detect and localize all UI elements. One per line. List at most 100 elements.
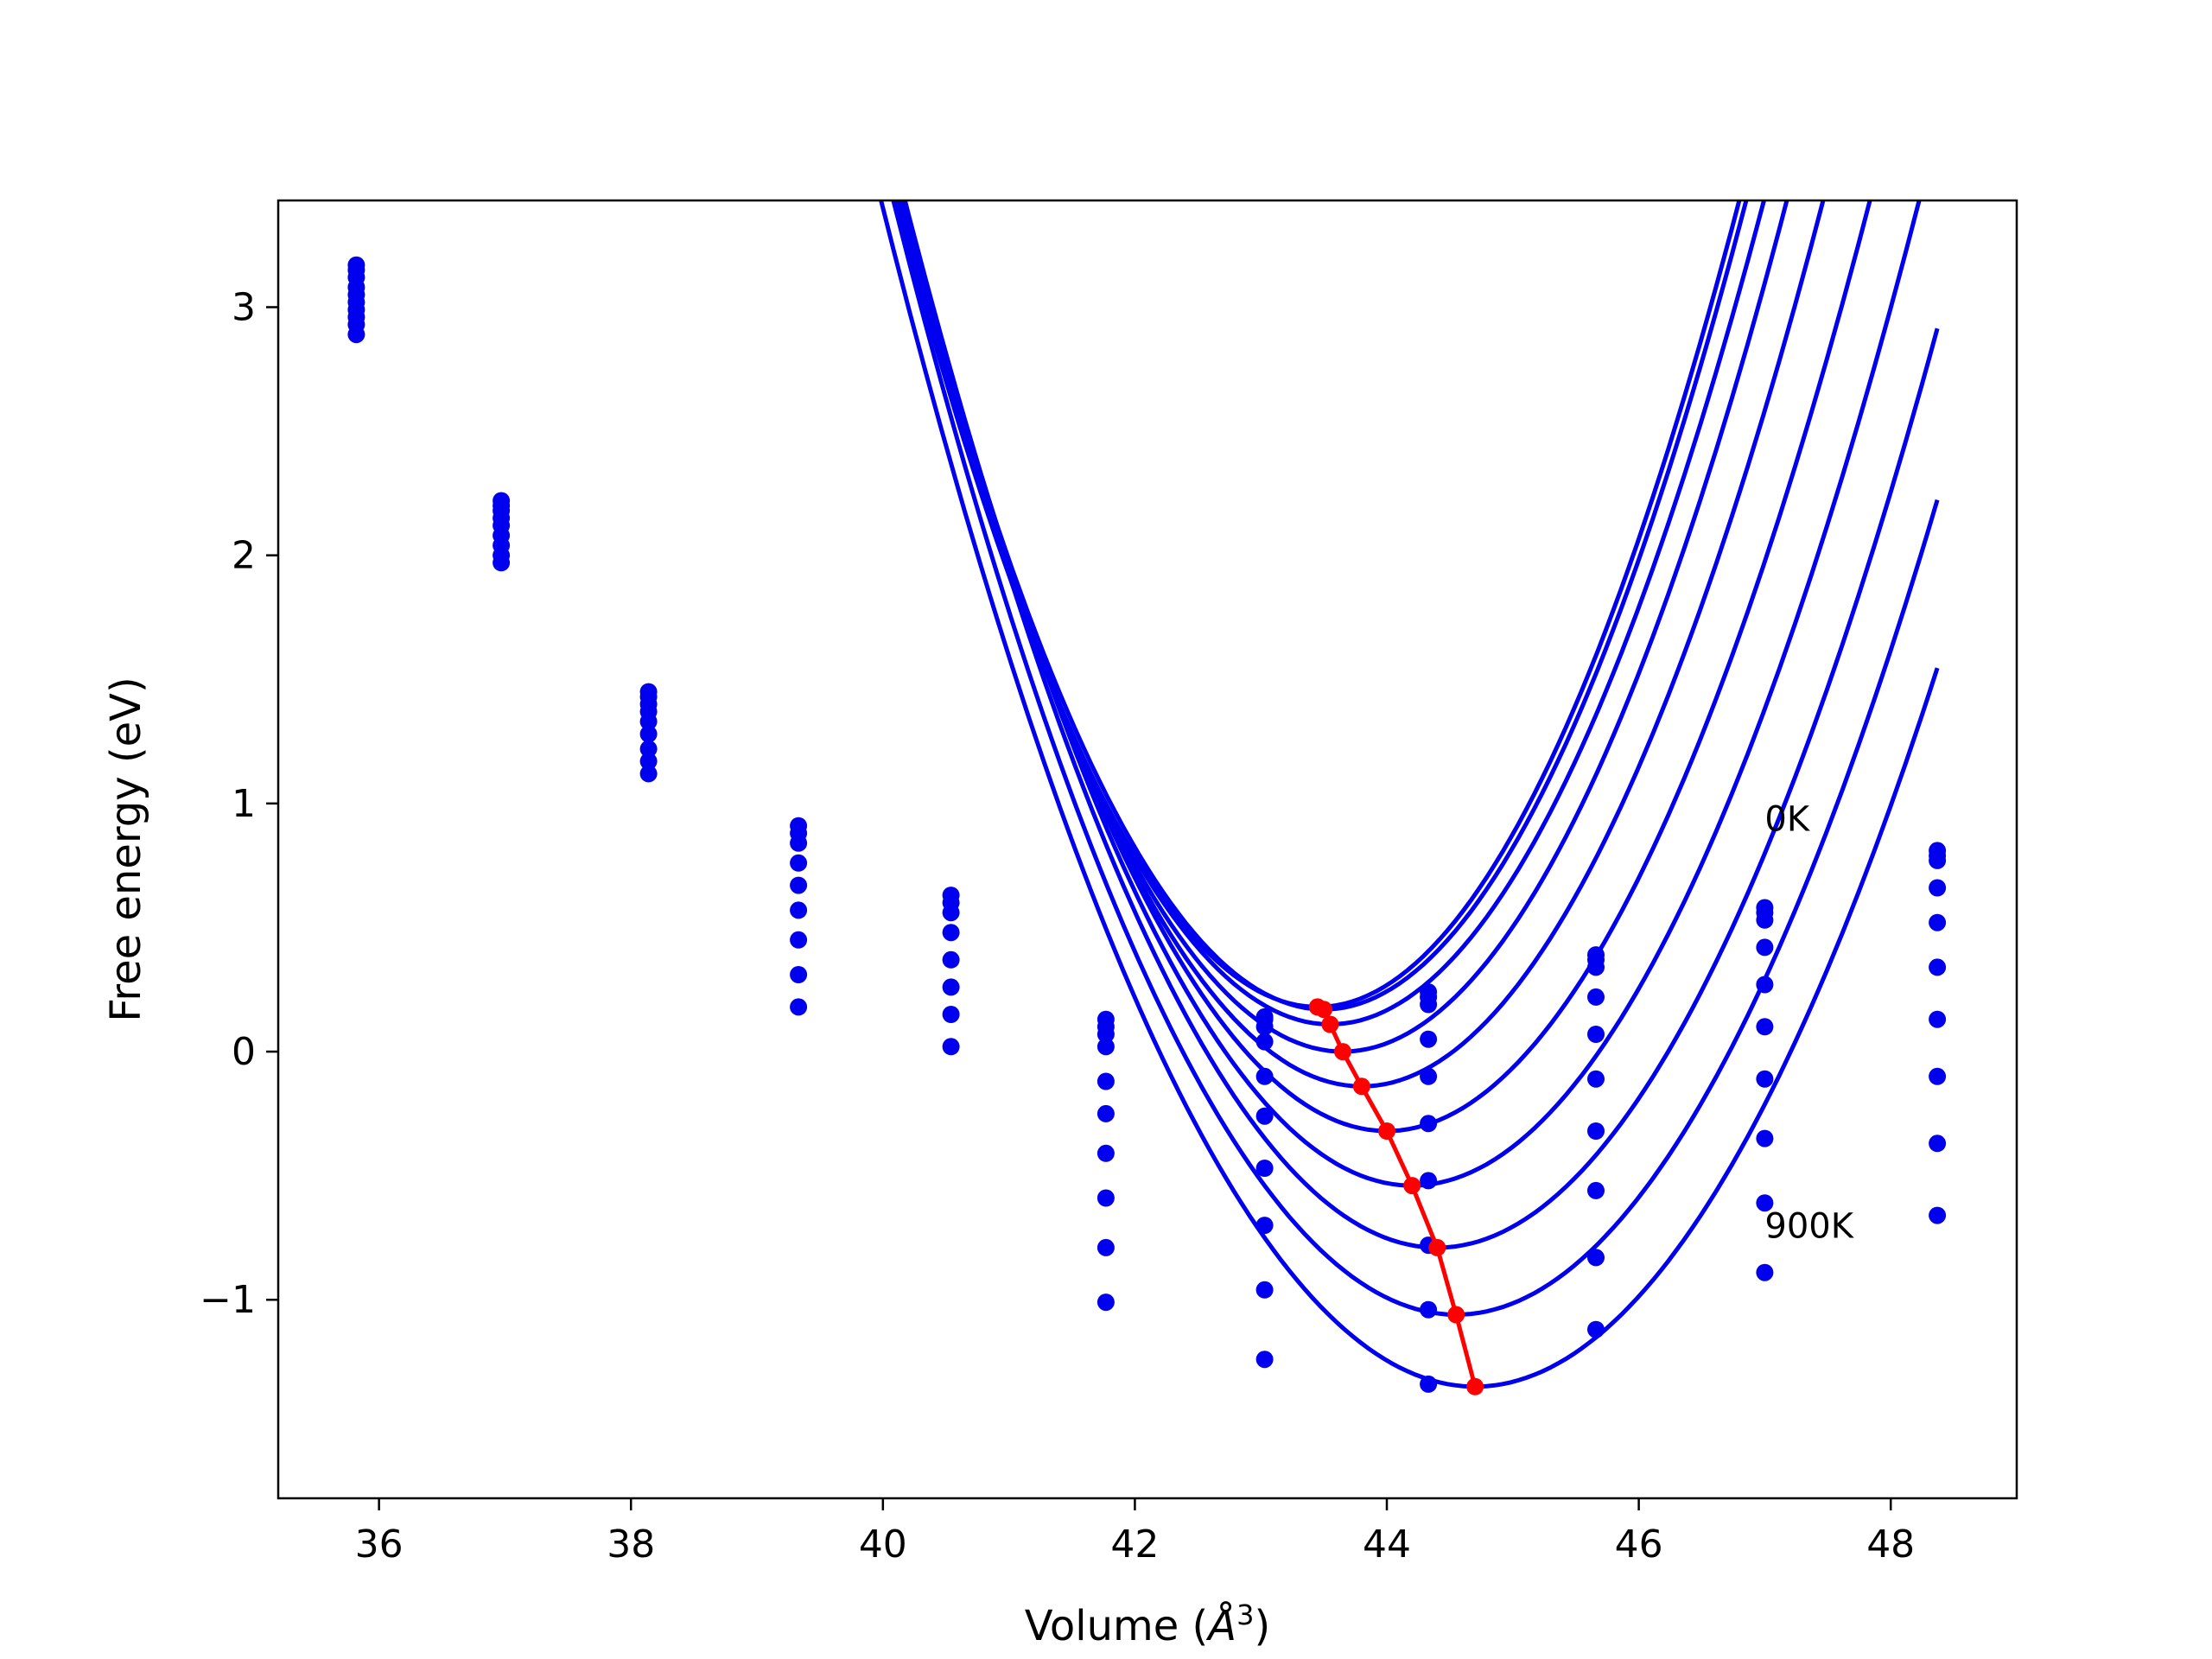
- data-point: [639, 713, 658, 731]
- data-point: [1929, 1135, 1947, 1153]
- y-tick-label: 2: [232, 534, 256, 578]
- data-point: [790, 876, 808, 894]
- x-tick-label: 36: [355, 1522, 404, 1567]
- data-point: [1096, 1104, 1115, 1122]
- data-point: [942, 904, 960, 922]
- fit-curve: [902, 200, 1922, 1188]
- data-point: [1255, 1160, 1274, 1177]
- fit-curve: [901, 200, 1872, 1134]
- minimum-point: [1352, 1077, 1370, 1096]
- data-point: [1420, 1375, 1438, 1393]
- data-point: [942, 1038, 960, 1056]
- fit-curve: [898, 200, 1826, 1089]
- data-point: [1929, 851, 1947, 869]
- data-point: [942, 950, 960, 969]
- data-point: [1420, 1300, 1438, 1319]
- minimum-point: [1428, 1238, 1446, 1256]
- data-point: [1096, 1026, 1115, 1043]
- data-point: [1255, 1107, 1274, 1125]
- data-point: [1587, 1026, 1605, 1043]
- minimum-point: [1315, 1001, 1333, 1019]
- data-point: [1587, 1249, 1605, 1267]
- data-point: [1255, 1281, 1274, 1299]
- data-point: [1756, 911, 1774, 929]
- x-tick-label: 38: [607, 1522, 655, 1567]
- x-axis: 36 38 40 42 44 46 48: [355, 1498, 1915, 1567]
- y-tick-label: 3: [232, 285, 256, 329]
- y-axis-title: Free energy (eV): [102, 677, 150, 1021]
- minima-layer: [1308, 998, 1484, 1395]
- data-point: [790, 834, 808, 852]
- data-point: [1096, 1072, 1115, 1090]
- data-point: [1929, 1067, 1947, 1085]
- fit-curve: [899, 200, 1749, 1012]
- data-point: [1096, 1238, 1115, 1256]
- y-axis: −1 0 1 2 3: [200, 285, 278, 1322]
- data-point: [1756, 938, 1774, 957]
- x-tick-label: 42: [1110, 1522, 1159, 1567]
- minimum-point: [1466, 1377, 1484, 1395]
- data-point: [347, 326, 365, 344]
- data-point: [1587, 1181, 1605, 1199]
- data-point: [1587, 1320, 1605, 1338]
- data-point: [1420, 995, 1438, 1014]
- data-point: [1587, 988, 1605, 1006]
- annotation-label: 900K: [1764, 1206, 1854, 1246]
- data-point: [1420, 1172, 1438, 1190]
- x-axis-title-suffix: ): [1254, 1602, 1270, 1650]
- data-point: [1255, 1351, 1274, 1369]
- x-tick-label: 44: [1363, 1522, 1411, 1567]
- data-point: [942, 924, 960, 942]
- data-point: [1756, 1263, 1774, 1281]
- minimum-point: [1334, 1043, 1351, 1061]
- annotations: 0K 900K: [1764, 799, 1854, 1246]
- data-point: [1929, 1206, 1947, 1224]
- y-tick-label: 0: [232, 1030, 256, 1074]
- data-point: [1929, 1010, 1947, 1028]
- data-point: [790, 998, 808, 1016]
- x-axis-title-prefix: Volume (: [1025, 1602, 1209, 1650]
- data-point: [1096, 1038, 1115, 1056]
- data-point: [639, 740, 658, 758]
- annotation-label: 0K: [1764, 799, 1810, 839]
- minimum-point: [1403, 1177, 1421, 1195]
- data-points: [347, 256, 1947, 1393]
- fit-curves: [879, 200, 1940, 1389]
- data-point: [639, 753, 658, 770]
- fit-curve: [900, 200, 1940, 1250]
- data-point: [1756, 1194, 1774, 1212]
- data-point: [1929, 879, 1947, 897]
- fit-curve: [896, 200, 1789, 1054]
- data-point: [1420, 1115, 1438, 1133]
- fit-curve: [891, 200, 1940, 1318]
- data-point: [1756, 1018, 1774, 1036]
- data-point: [1255, 1033, 1274, 1051]
- x-tick-label: 46: [1615, 1522, 1663, 1567]
- minimum-point: [1378, 1122, 1395, 1140]
- data-point: [1096, 1144, 1115, 1162]
- data-point: [1587, 1122, 1605, 1140]
- minimum-point: [1321, 1015, 1339, 1033]
- data-point: [1756, 976, 1774, 994]
- data-point: [1255, 1217, 1274, 1235]
- data-point: [942, 978, 960, 996]
- data-point: [1096, 1189, 1115, 1207]
- y-tick-label: 1: [232, 782, 256, 826]
- data-point: [1420, 1030, 1438, 1048]
- x-axis-title: Volume (Å3): [1025, 1599, 1270, 1650]
- x-tick-label: 48: [1866, 1522, 1915, 1567]
- data-point: [1587, 1070, 1605, 1088]
- data-point: [1096, 1294, 1115, 1312]
- data-point: [1587, 958, 1605, 976]
- data-point: [1420, 1067, 1438, 1085]
- data-point: [639, 765, 658, 783]
- data-point: [1756, 1070, 1774, 1088]
- data-point: [1756, 1129, 1774, 1147]
- data-point: [790, 931, 808, 949]
- data-point: [1929, 958, 1947, 976]
- data-point: [790, 854, 808, 872]
- fit-curve: [879, 200, 1940, 1389]
- data-point: [790, 966, 808, 983]
- data-point: [942, 1006, 960, 1023]
- minimum-point: [1447, 1306, 1465, 1324]
